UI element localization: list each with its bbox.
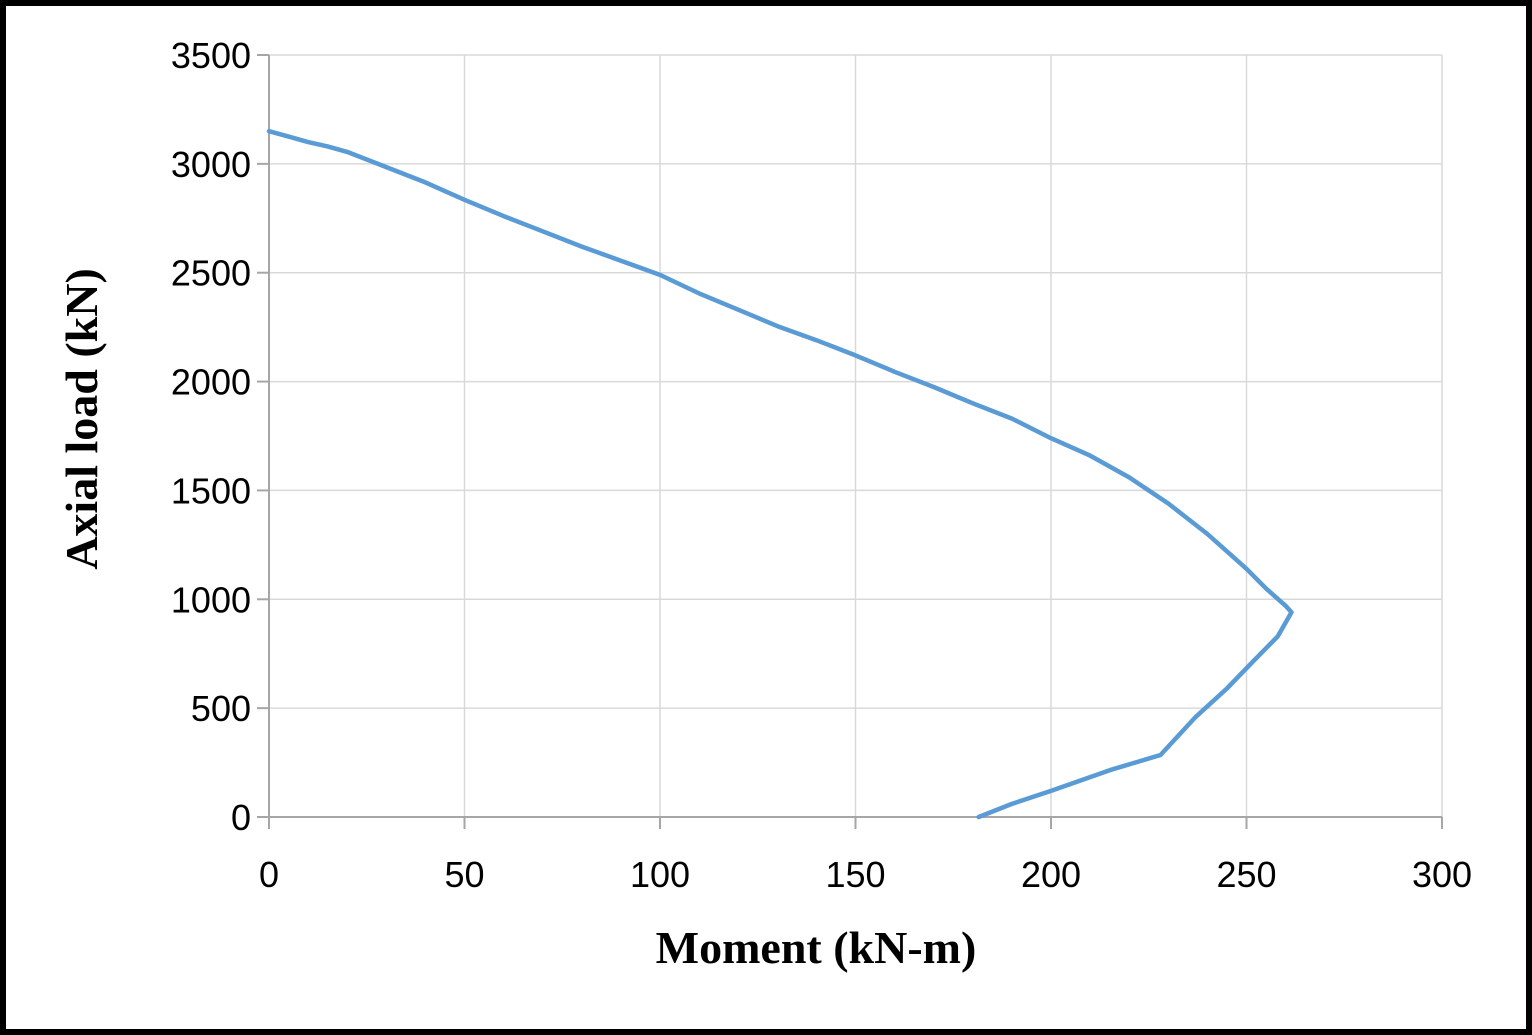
y-tick-label: 3500 <box>171 35 251 76</box>
grid-layer <box>269 54 1443 817</box>
y-tick-label: 2500 <box>171 253 251 294</box>
x-tick-label: 150 <box>825 854 885 895</box>
label-layer: 0 500 1000 1500 2000 2500 3000 3500 0 50 100 150 200… <box>171 35 1472 895</box>
x-tick-label: 300 <box>1412 854 1472 895</box>
y-tick-label: 2000 <box>171 362 251 403</box>
y-tick-label: 0 <box>231 797 251 838</box>
y-tick-label: 500 <box>191 688 251 729</box>
y-axis-title: Axial load (kN) <box>56 268 107 570</box>
y-tick-label: 1500 <box>171 470 251 511</box>
series-layer <box>266 128 1294 820</box>
interaction-curve <box>266 128 1294 820</box>
x-tick-label: 100 <box>630 854 690 895</box>
x-axis-title: Moment (kN-m) <box>656 922 977 973</box>
x-tick-label: 50 <box>444 854 484 895</box>
x-tick-label: 0 <box>259 854 279 895</box>
axis-layer <box>257 54 1443 829</box>
y-tick-label: 1000 <box>171 579 251 620</box>
x-tick-label: 250 <box>1216 854 1276 895</box>
y-tick-label: 3000 <box>171 144 251 185</box>
x-tick-label: 200 <box>1021 854 1081 895</box>
